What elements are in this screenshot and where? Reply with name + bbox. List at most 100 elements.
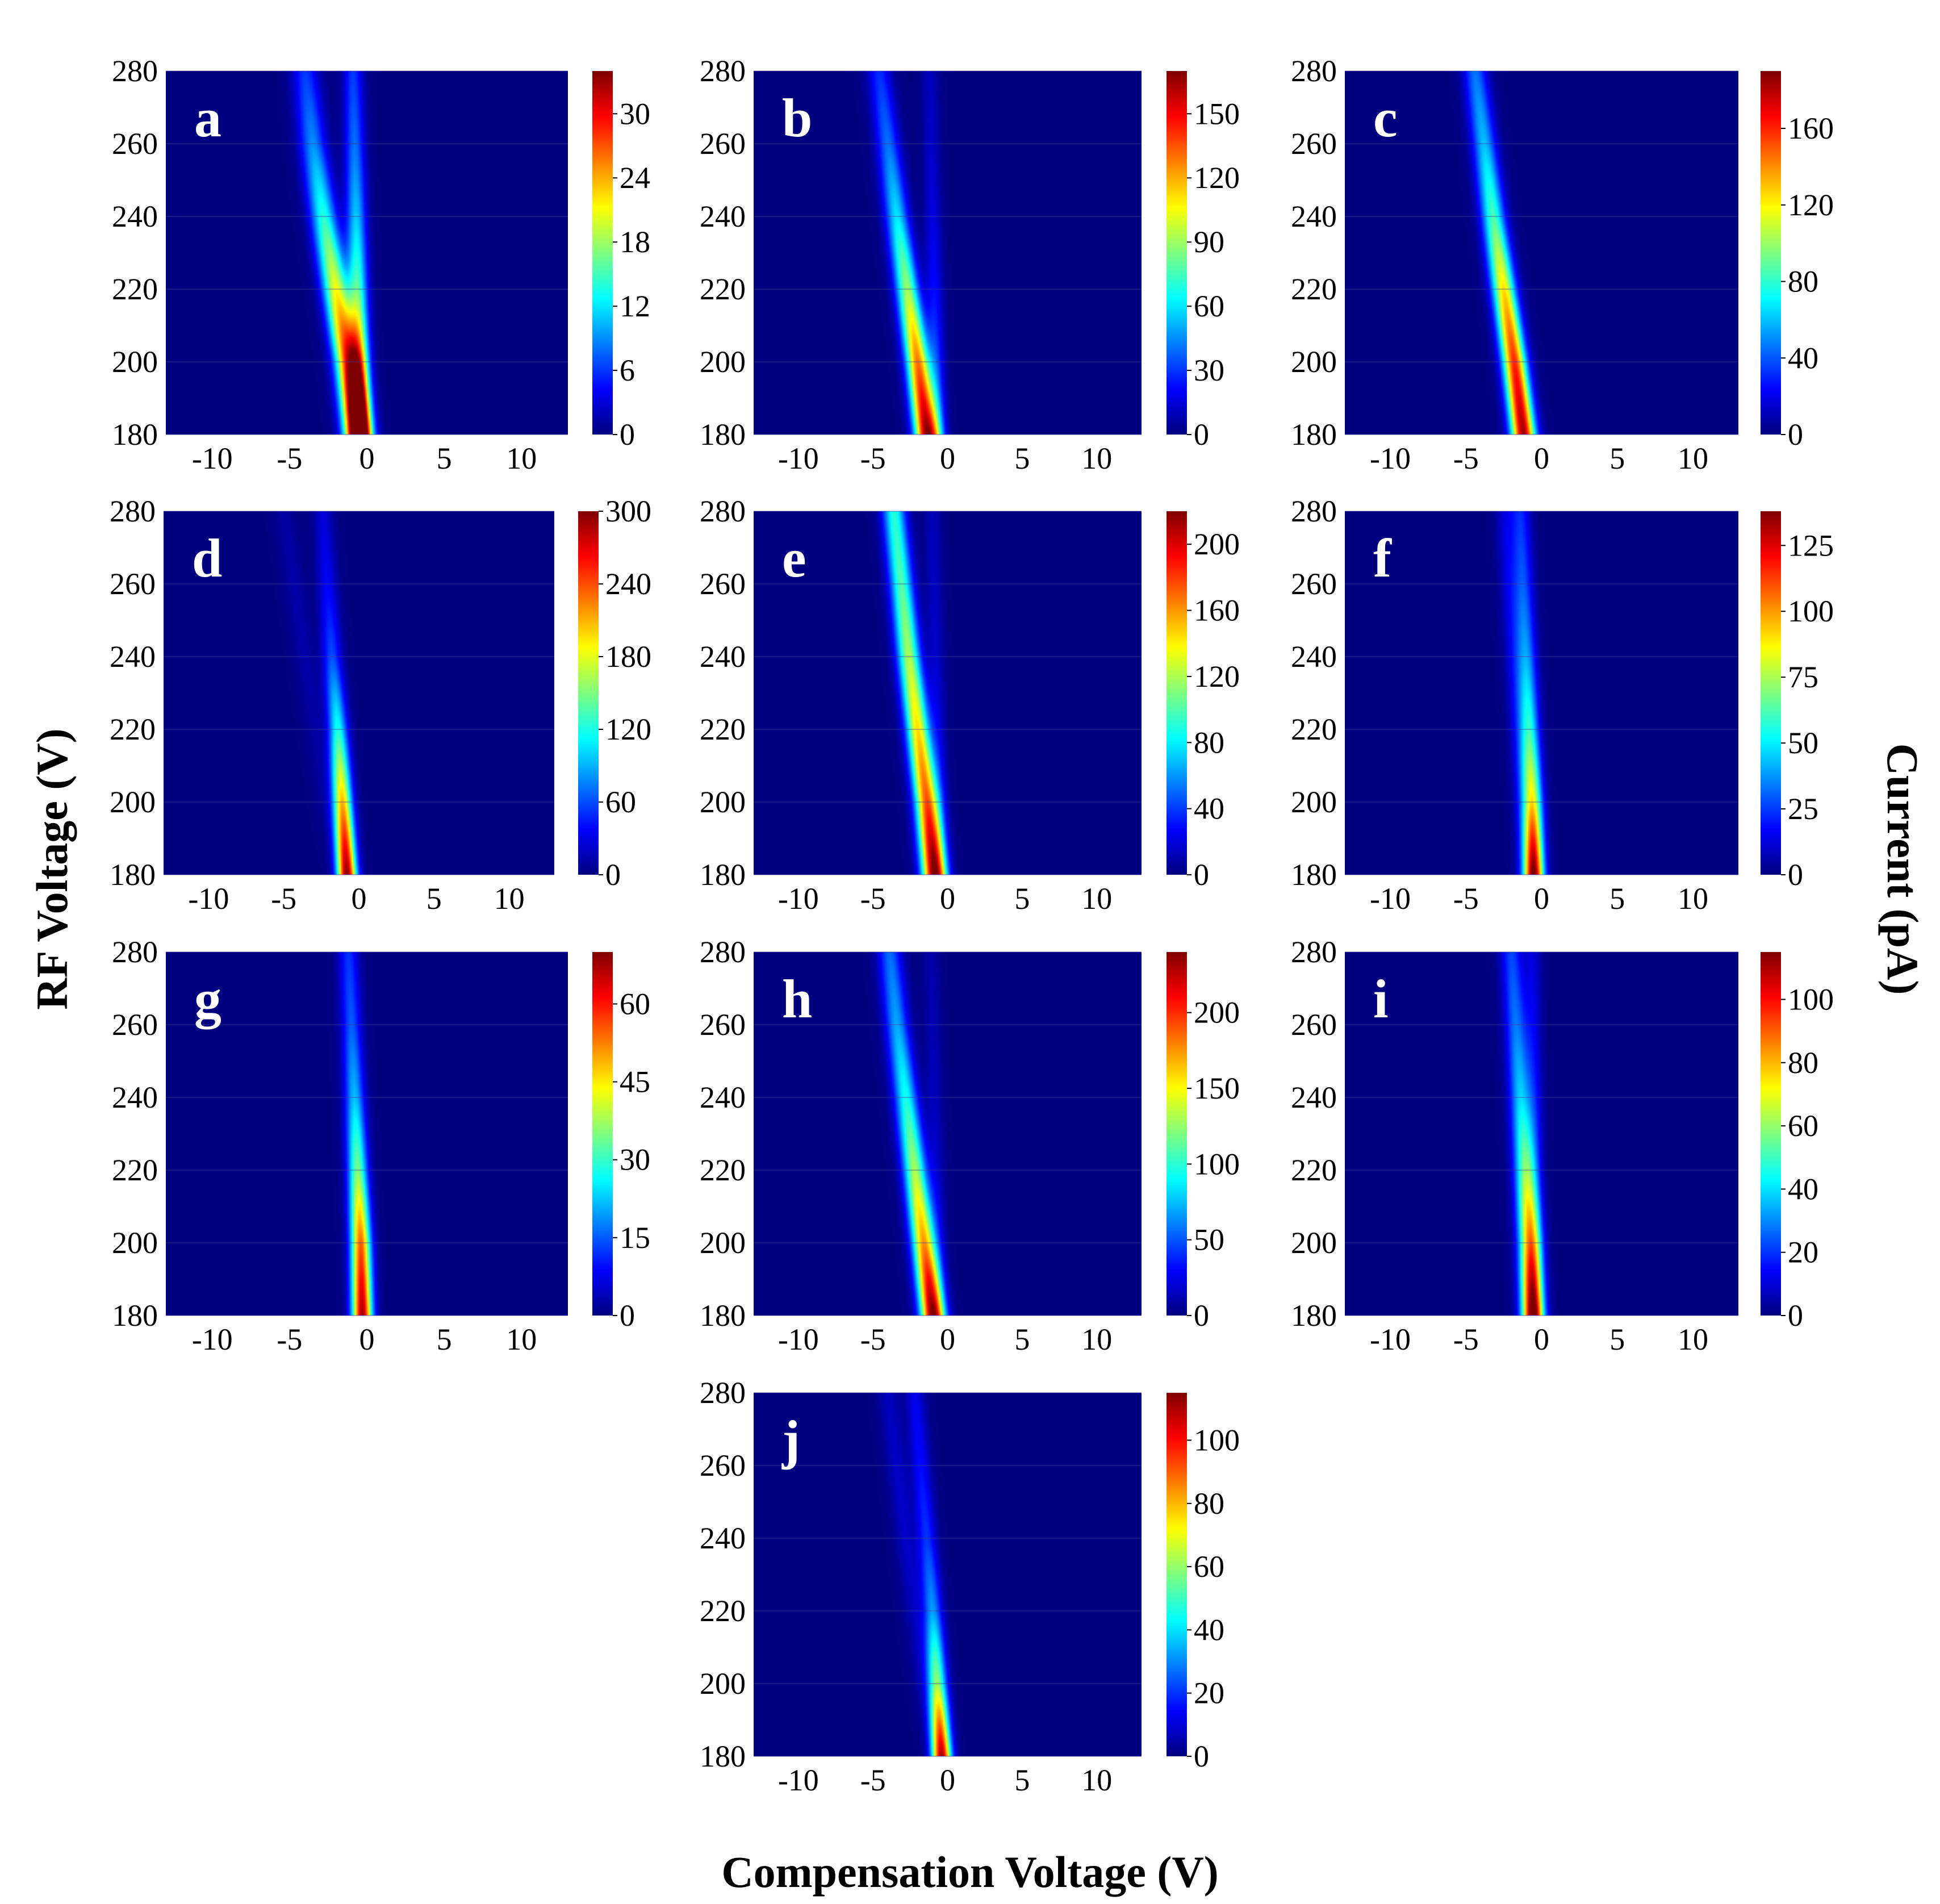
x-tick-label: 10 (494, 882, 525, 916)
colorbar-tick-label: 40 (1194, 792, 1224, 826)
colorbar (1761, 511, 1781, 875)
y-tick-label: 200 (700, 1667, 746, 1701)
colorbar-tick-label: 200 (1194, 996, 1240, 1030)
x-tick-label: -10 (778, 441, 819, 475)
colorbar (1166, 511, 1187, 875)
heatmap-image (1345, 952, 1738, 1316)
y-tick-label: 260 (110, 567, 156, 601)
colorbar-tick-label: 15 (620, 1221, 650, 1255)
x-tick-label: 10 (506, 1322, 537, 1356)
colorbar-tick-label: 40 (1788, 341, 1818, 375)
colorbar-tick-label: 0 (1788, 858, 1803, 892)
x-tick-label: -5 (277, 1322, 302, 1356)
y-tick-label: 200 (700, 785, 746, 819)
colorbar-tick-label: 60 (1194, 1550, 1224, 1584)
y-tick-label: 200 (110, 785, 156, 819)
panel-letter: d (192, 528, 222, 588)
x-tick-label: 5 (1014, 1763, 1030, 1797)
y-tick-label: 240 (700, 1080, 746, 1114)
colorbar-tick-label: 180 (605, 640, 651, 674)
colorbar-tick-label: 30 (620, 1143, 650, 1177)
x-tick-label: 5 (437, 1322, 452, 1356)
x-tick-label: 5 (1609, 1322, 1625, 1356)
x-tick-label: -10 (1370, 882, 1411, 916)
colorbar-tick-label: 0 (620, 1298, 635, 1333)
colorbar-tick-label: 100 (1788, 594, 1834, 628)
y-tick-label: 240 (700, 1521, 746, 1555)
colorbar-tick-label: 0 (1194, 858, 1209, 892)
colorbar-tick-label: 120 (1194, 161, 1240, 195)
heatmap-image (754, 511, 1142, 875)
colorbar-tick-label: 90 (1194, 225, 1224, 259)
colorbar-tick-label: 6 (620, 353, 635, 387)
x-tick-label: -5 (860, 1322, 886, 1356)
colorbar-tick-label: 25 (1788, 792, 1818, 826)
colorbar-tick-label: 30 (620, 97, 650, 131)
colorbar-tick-label: 0 (1194, 1298, 1209, 1333)
y-tick-label: 200 (700, 345, 746, 379)
colorbar-tick-label: 60 (620, 987, 650, 1021)
x-tick-label: -10 (778, 1763, 819, 1797)
x-tick-label: -10 (1370, 1322, 1411, 1356)
x-tick-label: 10 (1081, 441, 1112, 475)
y-tick-label: 180 (1291, 1298, 1337, 1333)
y-tick-label: 280 (112, 935, 158, 969)
x-tick-label: 0 (1534, 441, 1549, 475)
x-tick-label: -10 (778, 1322, 819, 1356)
x-tick-label: -5 (271, 882, 296, 916)
x-tick-label: 0 (359, 441, 375, 475)
heatmap-image (754, 71, 1142, 435)
x-tick-label: 0 (940, 441, 955, 475)
x-tick-label: 0 (359, 1322, 375, 1356)
colorbar-axis-title: Current (pA) (1878, 743, 1928, 995)
y-tick-label: 180 (1291, 417, 1337, 452)
y-tick-label: 240 (1291, 1080, 1337, 1114)
colorbar-tick-label: 60 (1788, 1109, 1818, 1143)
colorbar-tick-label: 120 (1194, 659, 1240, 694)
colorbar-tick-label: 20 (1788, 1235, 1818, 1270)
colorbar-tick-label: 150 (1194, 1071, 1240, 1105)
colorbar-tick-label: 0 (1194, 417, 1209, 452)
x-tick-label: -10 (188, 882, 229, 916)
y-axis-title: RF Voltage (V) (27, 728, 77, 1010)
colorbar-tick-label: 160 (1788, 111, 1834, 145)
panel-letter: a (194, 87, 221, 148)
panel-letter: h (782, 968, 812, 1029)
y-tick-label: 260 (700, 1448, 746, 1483)
colorbar-tick-label: 80 (1788, 265, 1818, 299)
y-tick-label: 280 (1291, 935, 1337, 969)
y-tick-label: 280 (700, 935, 746, 969)
y-tick-label: 260 (1291, 1008, 1337, 1042)
y-tick-label: 280 (112, 54, 158, 88)
colorbar-tick-label: 0 (1788, 417, 1803, 452)
x-axis-title: Compensation Voltage (V) (721, 1847, 1219, 1897)
colorbar (592, 952, 613, 1316)
x-tick-label: 5 (437, 441, 452, 475)
colorbar-tick-label: 20 (1194, 1676, 1224, 1710)
y-tick-label: 180 (112, 417, 158, 452)
y-tick-label: 200 (1291, 345, 1337, 379)
colorbar-tick-label: 100 (1788, 982, 1834, 1016)
x-tick-label: 10 (1081, 1763, 1112, 1797)
y-tick-label: 200 (112, 1226, 158, 1260)
heatmap-image (754, 952, 1142, 1316)
y-tick-label: 240 (1291, 640, 1337, 674)
y-tick-label: 240 (1291, 199, 1337, 233)
y-tick-label: 200 (1291, 785, 1337, 819)
colorbar-tick-label: 75 (1788, 660, 1818, 694)
colorbar-tick-label: 40 (1788, 1172, 1818, 1206)
panel-letter: c (1373, 87, 1398, 148)
heatmap-image (1345, 71, 1738, 435)
x-tick-label: -5 (860, 1763, 886, 1797)
colorbar-tick-label: 240 (605, 567, 651, 601)
y-tick-label: 180 (700, 1739, 746, 1773)
heatmap-image (166, 952, 568, 1316)
colorbar-tick-label: 120 (605, 712, 651, 746)
x-tick-label: -5 (277, 441, 302, 475)
y-tick-label: 280 (110, 494, 156, 528)
y-tick-label: 180 (112, 1298, 158, 1333)
panel-letter: f (1373, 528, 1392, 588)
y-tick-label: 220 (700, 1153, 746, 1187)
y-tick-label: 220 (700, 712, 746, 746)
